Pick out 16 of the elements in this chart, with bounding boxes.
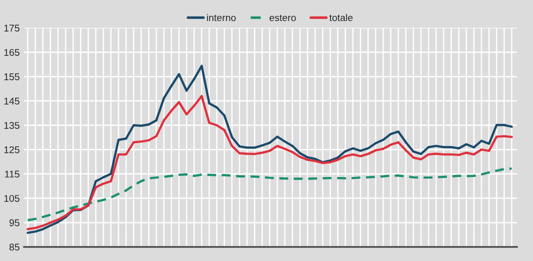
line-series xyxy=(26,94,513,230)
y-tick-label: 95 xyxy=(9,219,20,226)
legend-label: interno xyxy=(207,14,236,22)
legend-label: estero xyxy=(270,14,296,22)
y-tick-label: 125 xyxy=(4,146,20,154)
y-tick-label: 155 xyxy=(4,73,20,80)
y-tick-label: 85 xyxy=(9,244,20,251)
y-tick-label: 115 xyxy=(5,170,20,178)
line-series xyxy=(26,64,513,234)
y-tick-label: 105 xyxy=(4,194,20,202)
y-tick-label: 145 xyxy=(4,98,20,105)
y-tick-label: 165 xyxy=(4,48,20,56)
y-tick-label: 175 xyxy=(4,24,20,32)
legend-label: totale xyxy=(329,14,353,22)
line-series xyxy=(26,167,513,222)
y-tick-label: 135 xyxy=(4,122,20,129)
